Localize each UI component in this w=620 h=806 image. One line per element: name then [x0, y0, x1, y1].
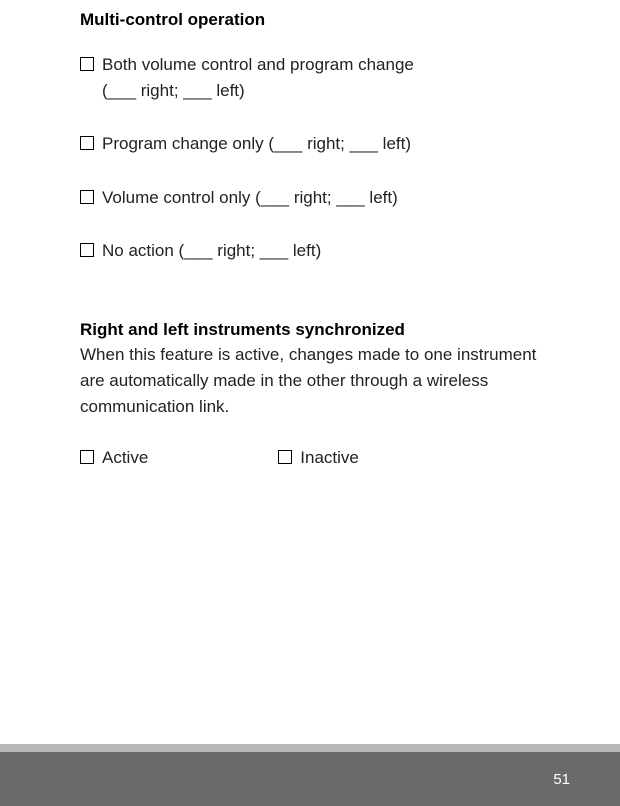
option-label: Volume control only (___ right; ___ left…	[102, 185, 398, 211]
option-label: Program change only (___ right; ___ left…	[102, 131, 411, 157]
option-inactive: Inactive	[278, 445, 359, 471]
option-subtext: (___ right; ___ left)	[102, 78, 560, 104]
checkbox-icon[interactable]	[80, 243, 94, 257]
option-program-change-only: Program change only (___ right; ___ left…	[80, 131, 560, 157]
page-content: Multi-control operation Both volume cont…	[0, 0, 620, 470]
option-label: Active	[102, 445, 148, 471]
checkbox-icon[interactable]	[80, 57, 94, 71]
option-label: Both volume control and program change	[102, 52, 414, 78]
section2-heading: Right and left instruments synchronized	[80, 320, 560, 340]
option-label: Inactive	[300, 445, 359, 471]
section2-description: When this feature is active, changes mad…	[80, 342, 560, 421]
checkbox-icon[interactable]	[80, 136, 94, 150]
footer-bar-top	[0, 744, 620, 752]
footer-bar-main: 51	[0, 752, 620, 806]
section2: Right and left instruments synchronized …	[80, 320, 560, 471]
option-no-action: No action (___ right; ___ left)	[80, 238, 560, 264]
checkbox-icon[interactable]	[278, 450, 292, 464]
checkbox-icon[interactable]	[80, 190, 94, 204]
sync-options: Active Inactive	[80, 445, 560, 471]
section1-heading: Multi-control operation	[80, 10, 560, 30]
option-volume-control-only: Volume control only (___ right; ___ left…	[80, 185, 560, 211]
option-label: No action (___ right; ___ left)	[102, 238, 321, 264]
page-number: 51	[553, 771, 570, 788]
footer-bar: 51	[0, 744, 620, 806]
checkbox-icon[interactable]	[80, 450, 94, 464]
option-active: Active	[80, 445, 148, 471]
option-both-volume-program: Both volume control and program change (…	[80, 52, 560, 103]
